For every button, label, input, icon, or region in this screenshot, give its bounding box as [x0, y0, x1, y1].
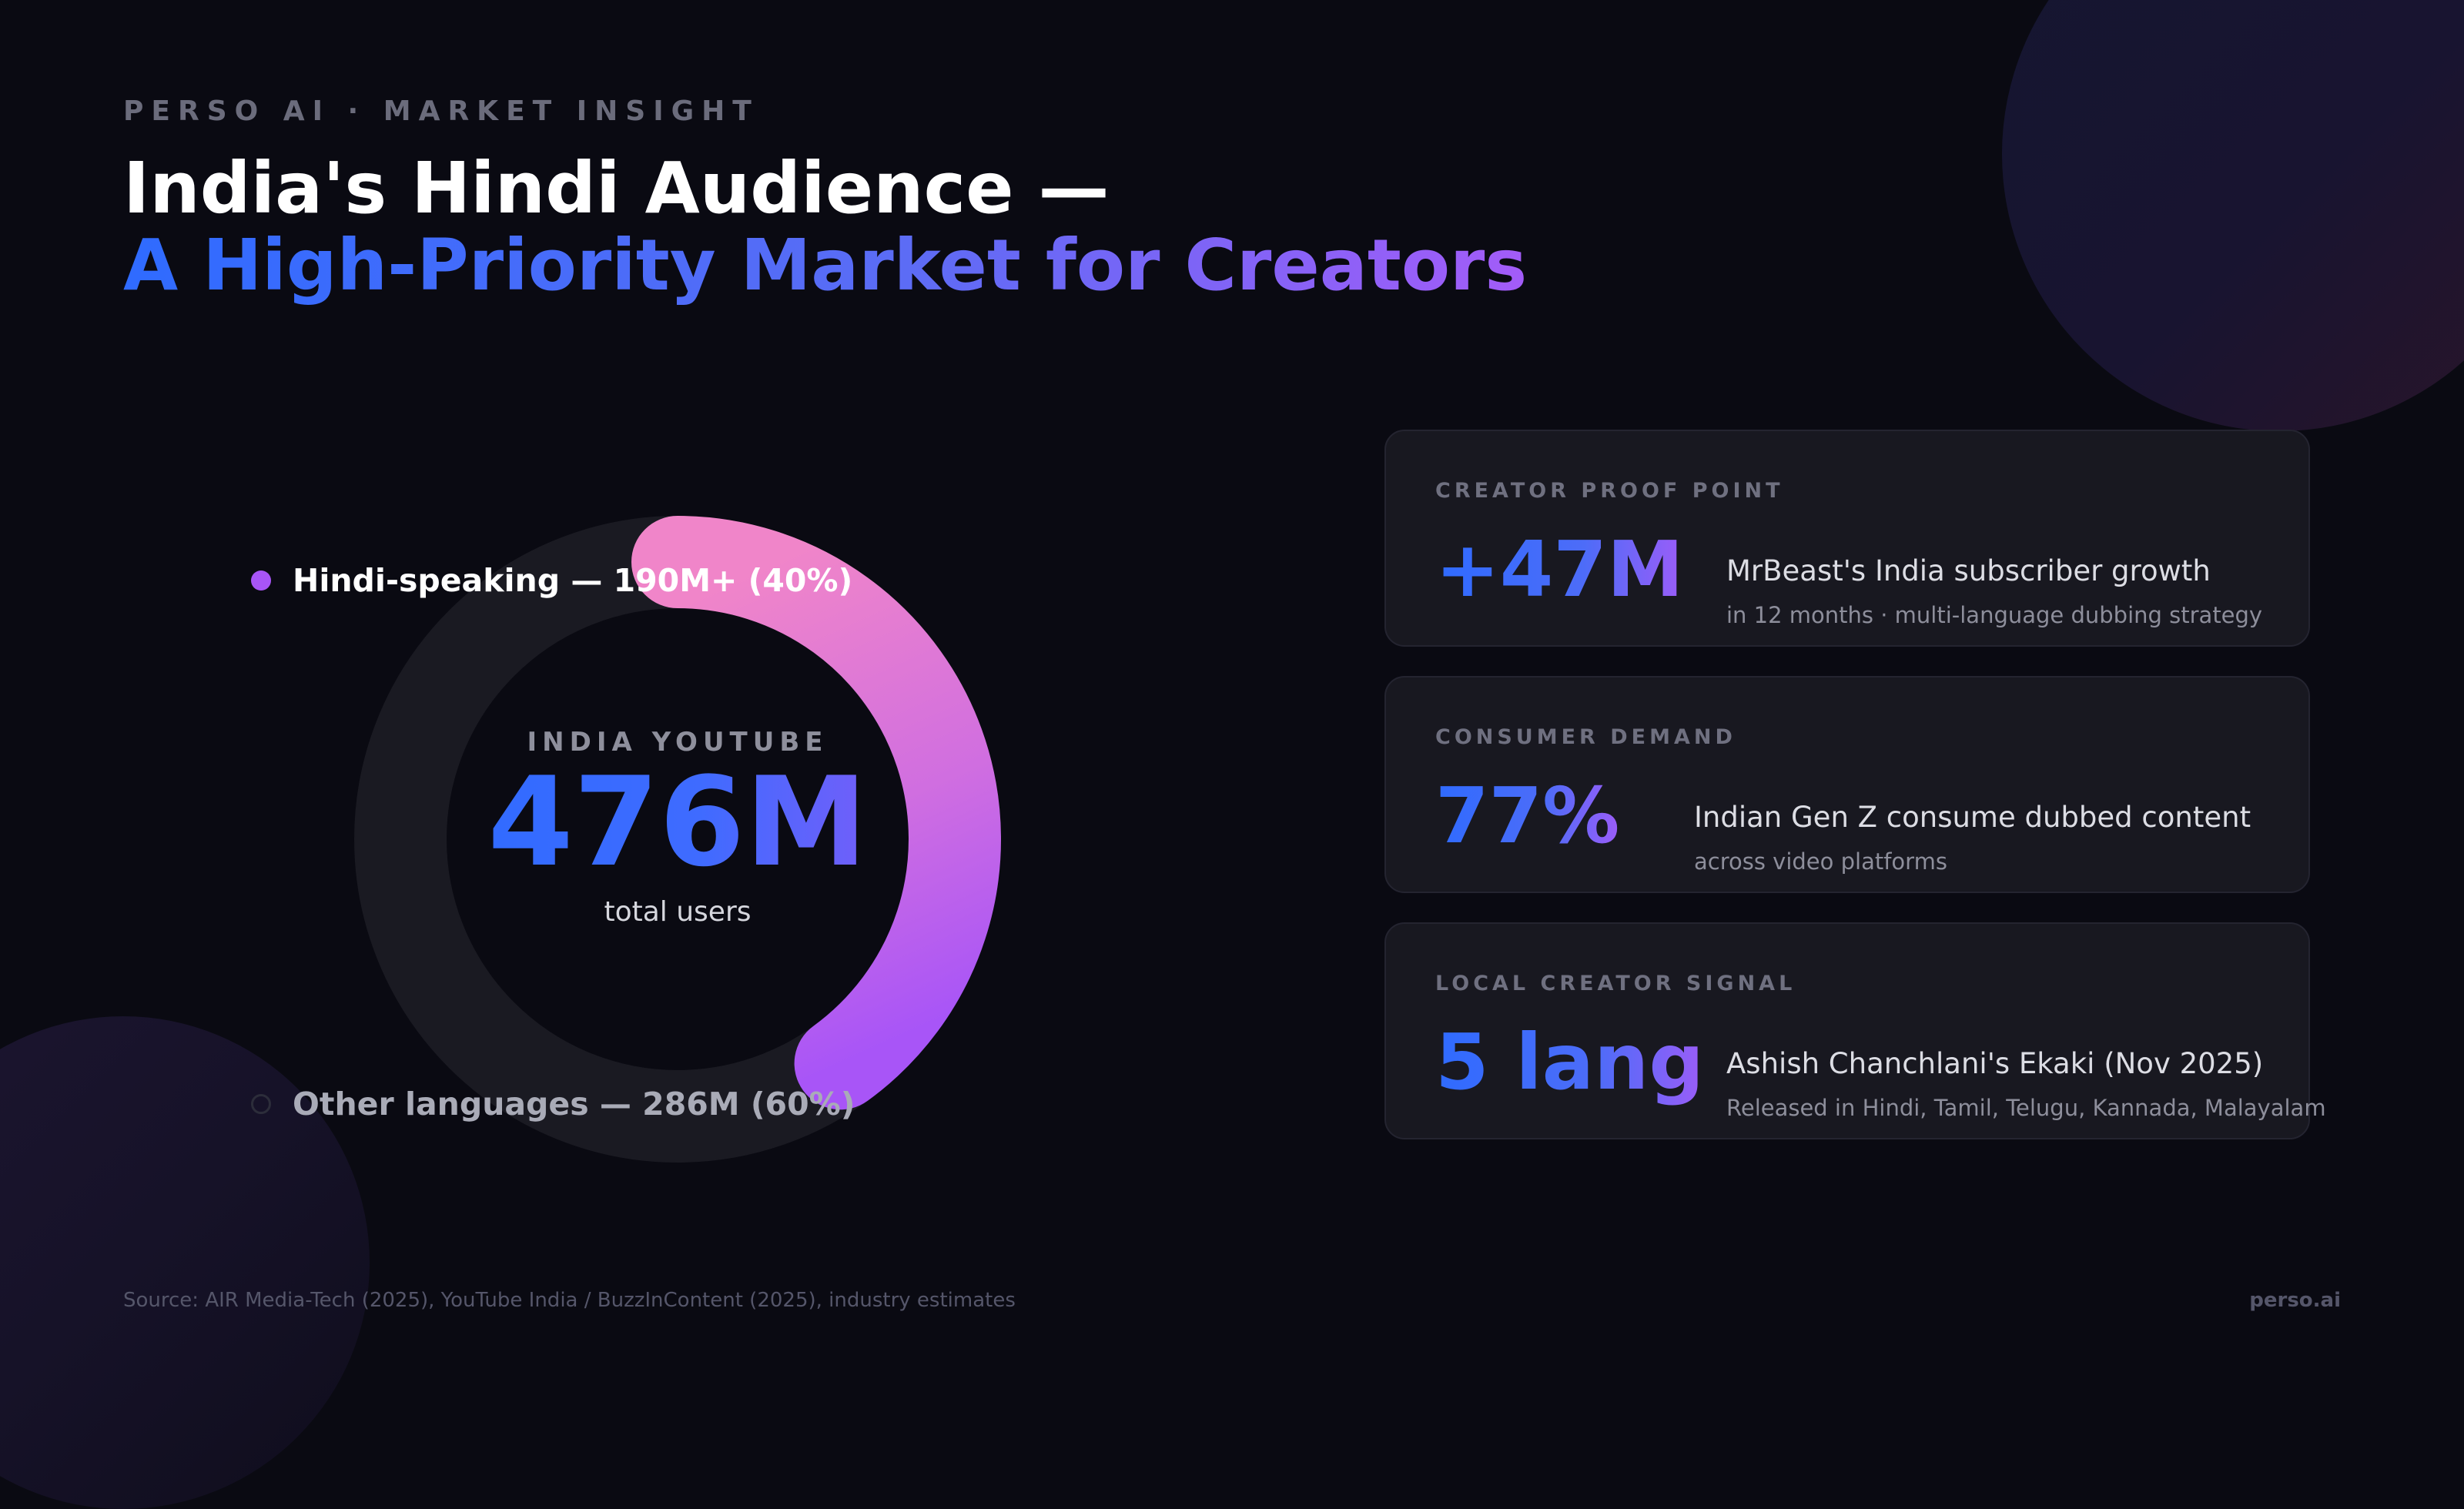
card-creator-proof-point: CREATOR PROOF POINT +47M MrBeast's India…: [1384, 430, 2310, 647]
donut-chart: [354, 516, 1001, 1163]
card-label: CREATOR PROOF POINT: [1435, 479, 1784, 503]
card-value: 5 lang: [1435, 1017, 1704, 1107]
donut-center-value: 476M: [447, 753, 909, 892]
brand-link[interactable]: perso.ai: [2249, 1289, 2341, 1312]
card-label: LOCAL CREATOR SIGNAL: [1435, 972, 1796, 995]
card-description: Ashish Chanchlani's Ekaki (Nov 2025): [1726, 1047, 2264, 1080]
card-subtext: across video platforms: [1694, 848, 1947, 875]
legend-dot-other: [251, 1094, 271, 1114]
legend-hindi-speaking: Hindi-speaking — 190M+ (40%): [251, 562, 852, 599]
card-local-creator-signal: LOCAL CREATOR SIGNAL 5 lang Ashish Chanc…: [1384, 922, 2326, 1139]
card-label: CONSUMER DEMAND: [1435, 725, 1736, 749]
card-value: +47M: [1435, 524, 1684, 614]
eyebrow-label: PERSO AI · MARKET INSIGHT: [123, 95, 759, 127]
decorative-circle-top-right: [2002, 0, 2464, 431]
page-title-line-1: India's Hindi Audience —: [123, 147, 1110, 229]
card-value: 77%: [1435, 771, 1620, 861]
donut-slice-hindi-speaking: [631, 516, 1001, 1110]
legend-other-languages: Other languages — 286M (60%): [251, 1086, 855, 1123]
card-consumer-demand: CONSUMER DEMAND 77% Indian Gen Z consume…: [1384, 676, 2310, 893]
donut-center-sub: total users: [604, 896, 752, 928]
page-title-line-2: A High-Priority Market for Creators: [123, 224, 1528, 306]
card-subtext: Released in Hindi, Tamil, Telugu, Kannad…: [1726, 1095, 2326, 1121]
card-description: MrBeast's India subscriber growth: [1726, 554, 2211, 587]
legend-label-hindi: Hindi-speaking — 190M+ (40%): [293, 562, 853, 599]
card-description: Indian Gen Z consume dubbed content: [1694, 801, 2251, 834]
legend-label-other: Other languages — 286M (60%): [293, 1086, 855, 1123]
source-citation: Source: AIR Media-Tech (2025), YouTube I…: [123, 1289, 1016, 1312]
card-subtext: in 12 months · multi-language dubbing st…: [1726, 602, 2263, 628]
legend-dot-hindi: [251, 570, 271, 591]
donut-center-label: INDIA YOUTUBE: [527, 727, 829, 758]
